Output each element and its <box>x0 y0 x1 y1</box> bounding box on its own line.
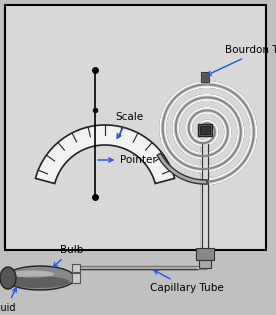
Text: Scale: Scale <box>115 112 143 138</box>
Text: Bourdon Tube: Bourdon Tube <box>207 45 276 75</box>
Ellipse shape <box>9 271 54 278</box>
Text: Bulb: Bulb <box>53 245 83 267</box>
Polygon shape <box>35 125 174 184</box>
Bar <box>201 72 209 82</box>
Ellipse shape <box>5 266 75 290</box>
Bar <box>198 124 212 136</box>
Bar <box>200 126 210 134</box>
Text: Pointer: Pointer <box>98 155 157 165</box>
Bar <box>199 260 211 268</box>
Bar <box>196 248 214 260</box>
Bar <box>72 273 80 283</box>
Bar <box>72 264 80 272</box>
Ellipse shape <box>4 276 70 288</box>
Text: Capillary Tube: Capillary Tube <box>150 270 224 293</box>
Text: Fluid
Fill: Fluid Fill <box>0 288 16 315</box>
Bar <box>5 5 266 250</box>
Ellipse shape <box>0 267 16 289</box>
